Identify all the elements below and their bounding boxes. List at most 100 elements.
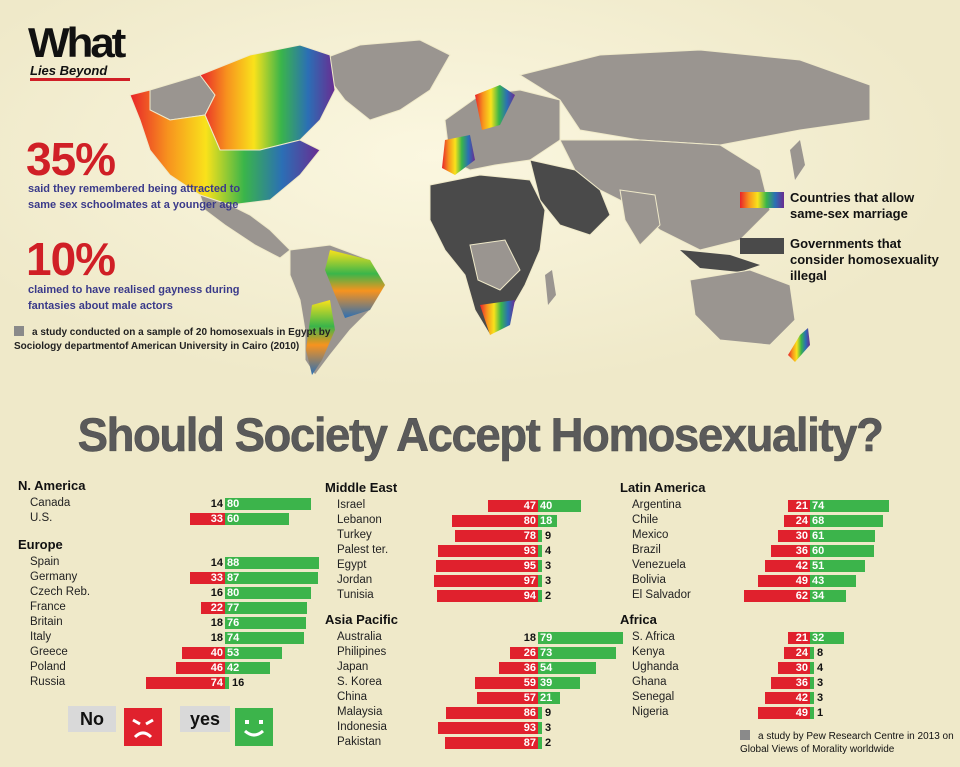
yes-value-label: 3 (817, 677, 824, 689)
country-label: Australia (337, 631, 382, 643)
no-bar: 95 (436, 560, 538, 572)
table-row: Lebanon 80 18 (325, 513, 635, 528)
table-row: Canada 14 80 (18, 496, 338, 511)
country-label: S. Korea (337, 676, 382, 688)
response-bar: 3973 (325, 575, 635, 587)
yes-bar: 4 (810, 662, 814, 674)
yes-value-label: 2 (545, 590, 552, 602)
yes-bar: 3 (538, 560, 542, 572)
country-label: Italy (30, 631, 52, 643)
country-label: Indonesia (337, 721, 387, 733)
yes-bar: 8 (810, 647, 814, 659)
yes-value-label: 3 (545, 560, 552, 572)
region-n-america: N. America Canada 14 80 U.S. 33 60 (18, 478, 338, 526)
yes-bar: 79 (538, 632, 623, 644)
source-note-text: a study by Pew Research Centre in 2013 o… (740, 731, 954, 755)
table-row: Israel 47 40 (325, 498, 635, 513)
map-middle-east (529, 159, 611, 236)
country-label: Egypt (337, 559, 367, 571)
no-bar: 59 (474, 677, 538, 689)
country-label: Senegal (632, 691, 675, 703)
study-note-text: a study conducted on a sample of 20 homo… (14, 327, 331, 352)
no-bar: 16 (210, 587, 223, 599)
table-row: Bolivia 49 43 (620, 573, 950, 588)
table-row: Kenya8248 (620, 645, 950, 660)
key-yes-label: yes (180, 706, 230, 732)
no-bar: 78 (454, 530, 538, 542)
no-bar: 57 (477, 692, 538, 704)
map-australia (689, 269, 796, 346)
country-label: France (30, 601, 66, 613)
table-row: Chile 24 68 (620, 513, 950, 528)
no-bar: 18 (210, 632, 223, 644)
country-label: Israel (337, 499, 366, 511)
country-label: Argentina (632, 499, 682, 511)
region-asia-pacific: Asia Pacific Australia 18 79 Philipines 26 73 J… (325, 612, 635, 750)
map-greenland (319, 39, 451, 121)
yes-bar: 32 (810, 632, 845, 644)
country-label: Nigeria (632, 706, 669, 718)
table-row: El Salvador 62 34 (620, 588, 950, 603)
country-label: Jordan (337, 574, 373, 586)
stat1-value: 35% (26, 133, 116, 185)
table-row: Ughanda4304 (620, 660, 950, 675)
map-west-europe (442, 135, 475, 175)
table-row: Senegal3423 (620, 690, 950, 705)
response-bar: 3363 (620, 677, 950, 689)
country-label: El Salvador (632, 589, 691, 601)
logo-line1: What (28, 19, 126, 66)
yes-bar: 74 (810, 500, 890, 512)
country-label: Germany (30, 571, 78, 583)
rainbow-swatch-icon (740, 192, 784, 208)
no-bar: 30 (777, 530, 810, 542)
yes-value-label: 3 (817, 692, 824, 704)
stat2-text: claimed to have realised gayness during … (28, 284, 240, 312)
country-label: Tunisia (337, 589, 374, 601)
response-bar: 9869 (325, 707, 635, 719)
country-label: Lebanon (337, 514, 382, 526)
map-canada (199, 44, 336, 151)
no-bar: 93 (438, 545, 538, 557)
table-row: Malaysia9869 (325, 705, 635, 720)
no-bar: 24 (784, 515, 810, 527)
response-bar: 59 39 (325, 677, 635, 689)
table-row: Egypt3953 (325, 558, 635, 573)
region-latin-america: Latin America Argentina 21 74 Chile 24 68 Mexic… (620, 480, 950, 603)
country-label: Poland (30, 661, 66, 673)
no-bar: 24 (784, 647, 810, 659)
country-label: Palest ter. (337, 544, 389, 556)
region-title: Latin America (620, 480, 706, 495)
country-label: S. Africa (632, 631, 675, 643)
country-label: Philipines (337, 646, 387, 658)
table-row: Poland 46 42 (18, 660, 338, 675)
yes-bar: 77 (225, 602, 308, 614)
response-bar: 26 73 (325, 647, 635, 659)
response-bar: 18 76 (18, 617, 338, 629)
response-bar: 80 18 (325, 515, 635, 527)
response-bar: 33 60 (18, 513, 338, 525)
response-bar: 22 77 (18, 602, 338, 614)
no-bar: 74 (145, 677, 225, 689)
yes-bar: 42 (225, 662, 270, 674)
response-bar: 14 80 (18, 498, 338, 510)
yes-value-label: 4 (545, 545, 552, 557)
no-bar: 40 (182, 647, 225, 659)
headline: Should Society Accept Homosexuality? (77, 408, 884, 462)
country-label: Kenya (632, 646, 665, 658)
yes-bar: 3 (538, 722, 542, 734)
yes-value-label: 2 (545, 737, 552, 749)
no-bar: 21 (787, 500, 810, 512)
legend-label-illegal: Governments that consider homosexuality … (790, 236, 939, 283)
no-bar: 62 (743, 590, 810, 602)
dark-swatch-icon (740, 238, 784, 254)
yes-bar: 60 (810, 545, 875, 557)
yes-bar: 80 (225, 587, 311, 599)
yes-bar: 76 (225, 617, 307, 629)
yes-bar: 9 (538, 707, 542, 719)
map-indonesia (680, 250, 760, 272)
table-row: Italy 18 74 (18, 630, 338, 645)
response-bar: 18 79 (325, 632, 635, 644)
table-row: U.S. 33 60 (18, 511, 338, 526)
response-bar: 3423 (620, 692, 950, 704)
map-japan (790, 140, 805, 180)
